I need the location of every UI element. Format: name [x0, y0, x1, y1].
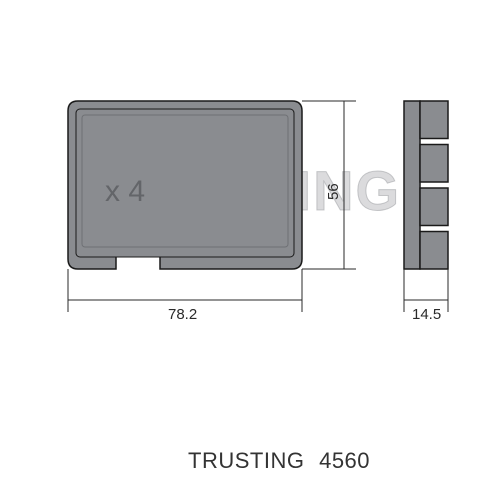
technical-drawing: TRUSTING 78.2 56 14.5 — [0, 0, 500, 500]
caption-part: 4560 — [319, 448, 370, 473]
product-caption: TRUSTING 4560 — [188, 448, 370, 474]
side-pad-friction-segment — [420, 145, 448, 183]
diagram-canvas: TRUSTING 78.2 56 14.5 x 4 TRUSTING 4560 — [0, 0, 500, 500]
side-pad-friction-segment — [420, 101, 448, 139]
dim-depth-label: 14.5 — [412, 306, 441, 323]
dim-height-label: 56 — [325, 183, 342, 200]
side-pad-friction-segment — [420, 188, 448, 226]
side-pad-backing — [404, 101, 420, 269]
side-pad-friction-segment — [420, 232, 448, 270]
dim-width-label: 78.2 — [168, 306, 197, 323]
quantity-label: x 4 — [105, 175, 145, 209]
caption-brand: TRUSTING — [188, 448, 304, 473]
